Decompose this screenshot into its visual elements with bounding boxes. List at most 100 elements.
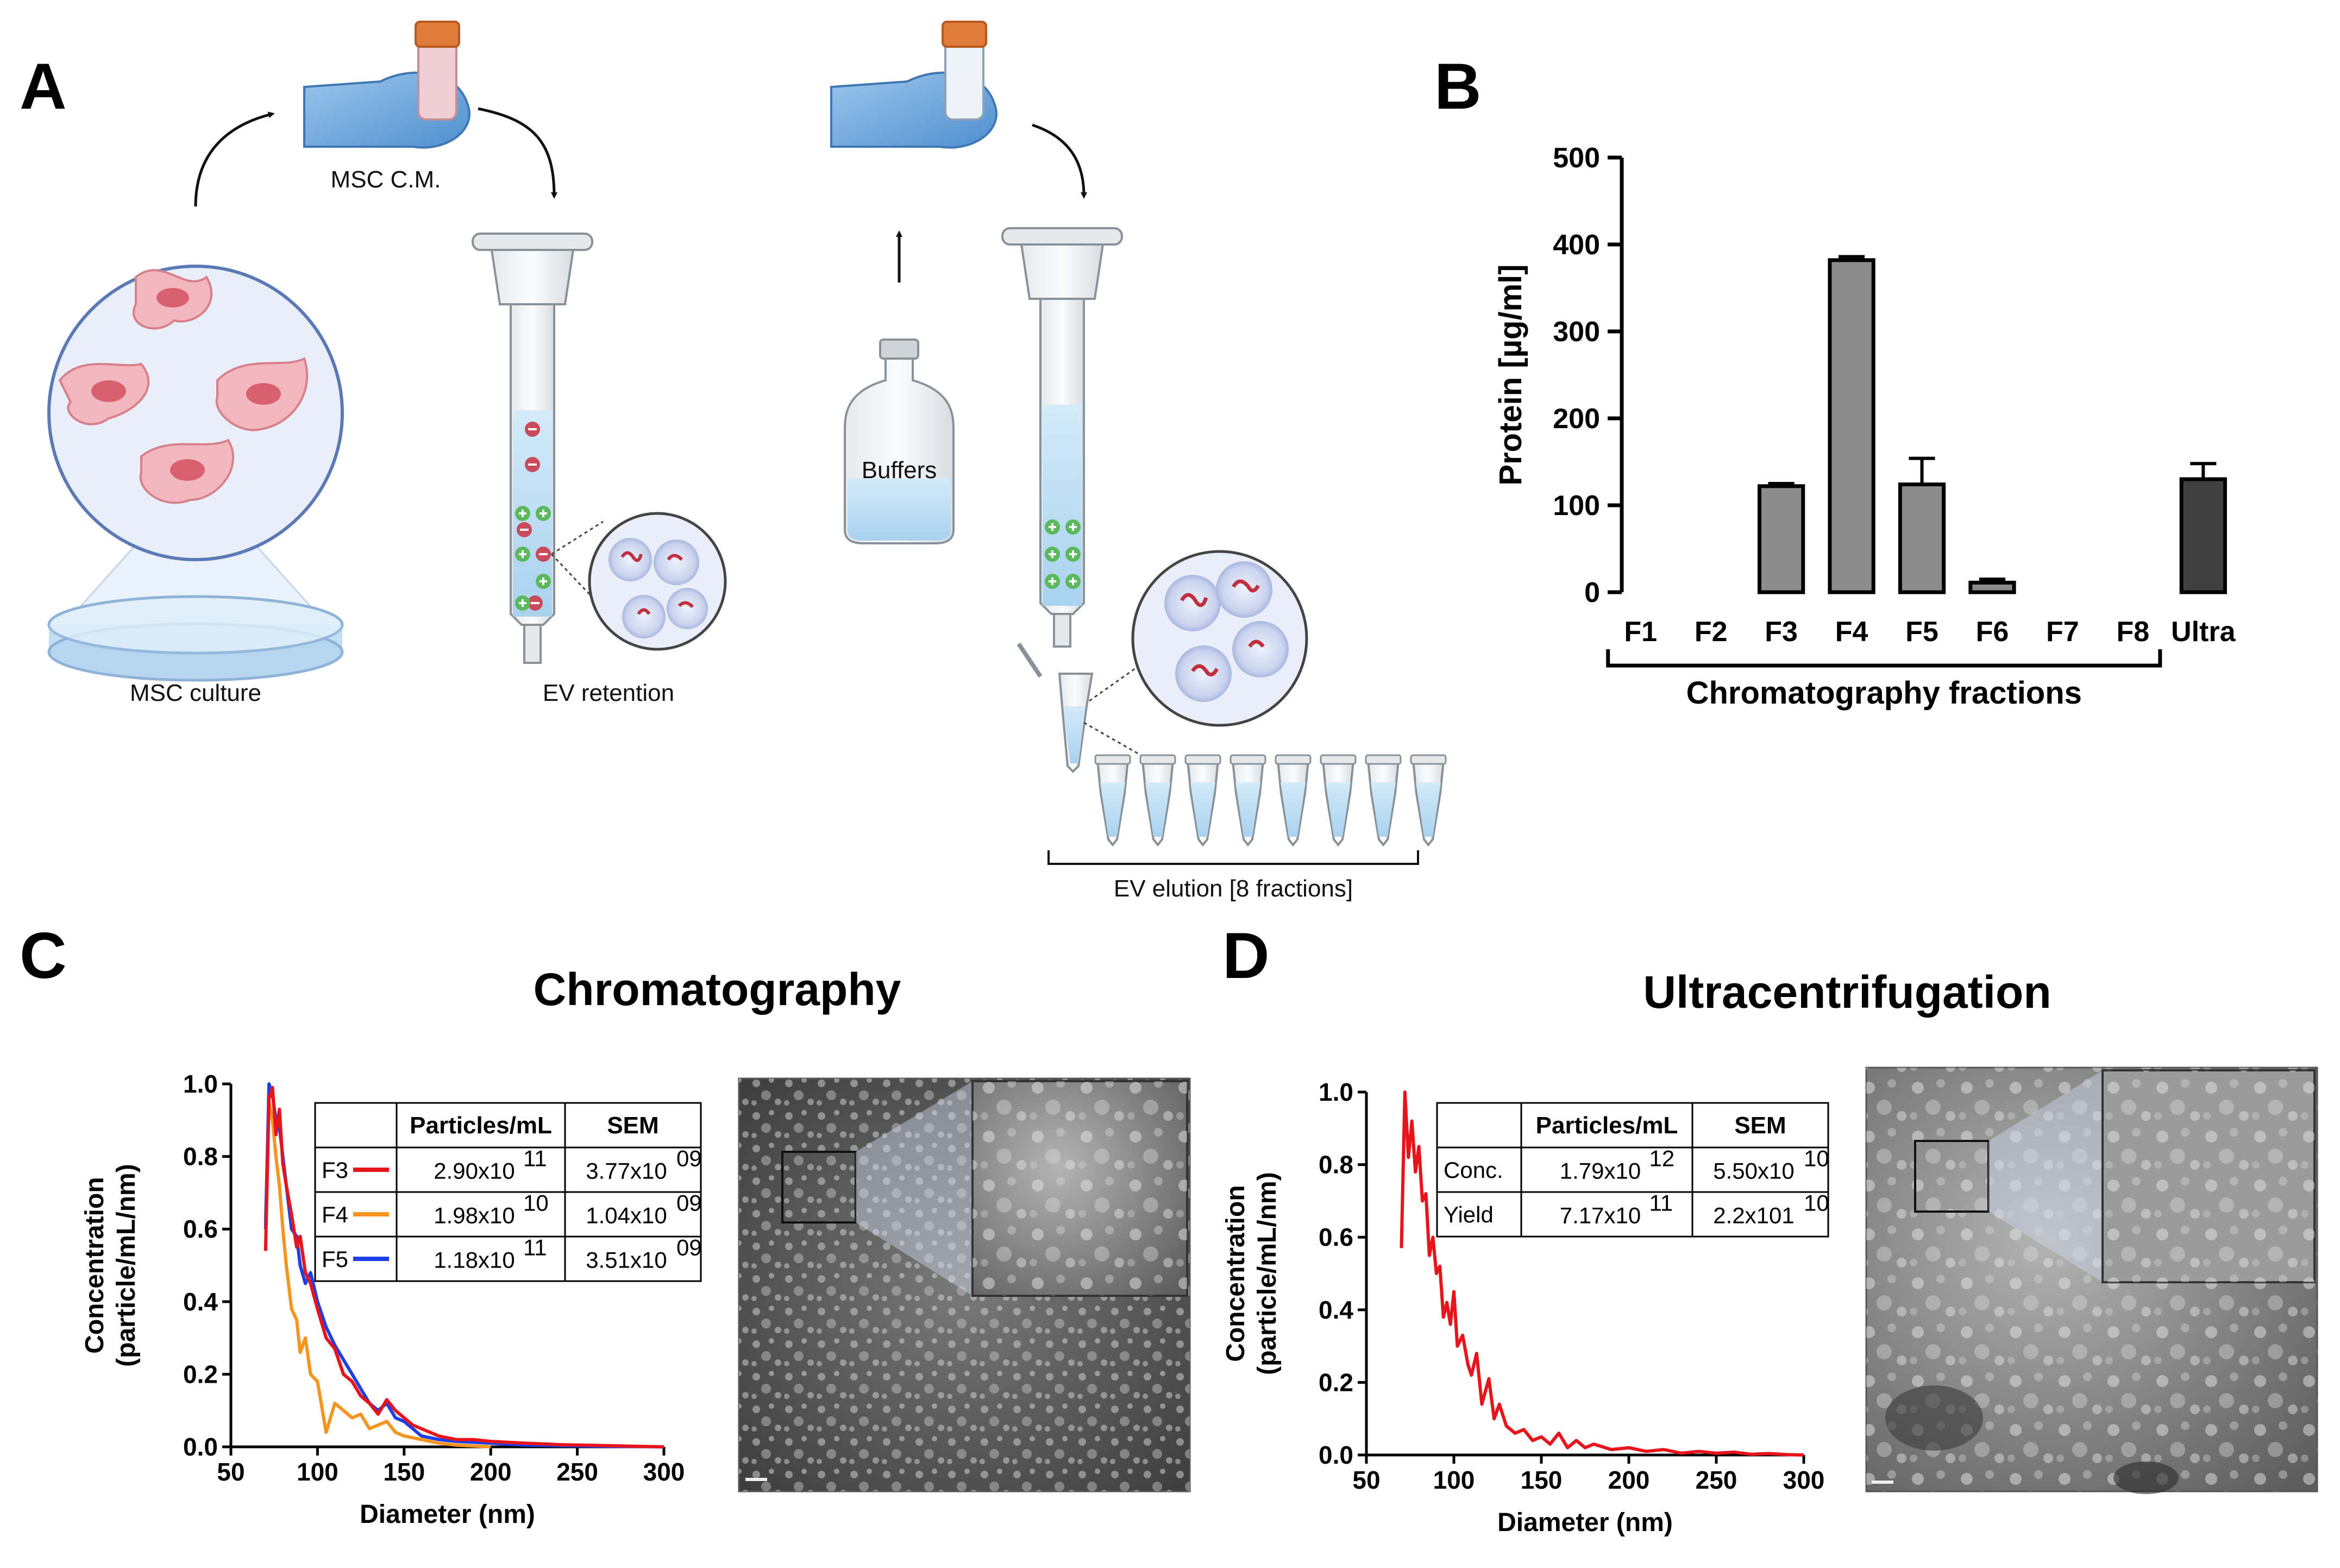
panel-c: C Chromatography 0.00.20.40.60.81.050 100… <box>20 919 1191 1529</box>
x-tick-label: 100 <box>297 1458 338 1486</box>
fraction-tube <box>1094 754 1131 847</box>
x-tick-label: 300 <box>1783 1466 1825 1494</box>
table-cell-particles: 1.98x10 <box>434 1202 515 1228</box>
x-tick-label: 250 <box>556 1458 598 1486</box>
ev-retention-label: EV retention <box>543 680 674 706</box>
x-tick-label: F7 <box>2046 616 2079 648</box>
table-cell-exponent: 09 <box>676 1190 702 1215</box>
ev-elution-label: EV elution [8 fractions] <box>1114 875 1353 902</box>
x-tick-label: 50 <box>217 1458 244 1486</box>
fraction-tube <box>1320 754 1357 847</box>
x-tick-label: F4 <box>1835 616 1868 648</box>
chromatography-particle-table: Particles/mL SEM F3 2.90x10 11 3.77x10 09 F4 1.9… <box>314 1102 702 1282</box>
fraction-tube <box>1365 754 1402 847</box>
panel-a: A MSC culture <box>20 21 1447 902</box>
y-tick-label: 0.2 <box>183 1360 218 1388</box>
table-cell-particles: 7.17x10 <box>1560 1202 1641 1228</box>
panel-label-d: D <box>1222 919 1270 992</box>
arrow <box>194 111 275 207</box>
x-tick-label: F1 <box>1624 616 1657 648</box>
x-tick-label: F3 <box>1765 616 1798 648</box>
y-tick-label: 1.0 <box>183 1070 218 1098</box>
panel-d: D Ultracentrifugation 0.0 0.2 0.4 0.6 0.8 1.0… <box>1221 919 2318 1537</box>
msc-cm-label: MSC C.M. <box>331 166 441 193</box>
table-header: SEM <box>607 1112 658 1139</box>
x-tick-label: F2 <box>1695 616 1728 648</box>
zoom-region-box <box>781 1151 857 1224</box>
y-tick-label: 100 <box>1553 490 1600 522</box>
gloved-hand-with-tube <box>830 21 998 149</box>
ultracentrifugation-size-distribution-chart: 0.0 0.2 0.4 0.6 0.8 1.0 50 100 150 200 250 300 Diame… <box>1221 1078 1824 1537</box>
table-cell-exponent: 09 <box>676 1145 702 1171</box>
table-row-label: Conc. <box>1444 1157 1503 1183</box>
bar-f6 <box>1968 580 2016 594</box>
msc-cell <box>215 357 309 431</box>
panel-label-b: B <box>1434 50 1482 123</box>
panel-b: B 0 100 200 300 400 500 Protein [µg/ml] F1 F2 F3 F… <box>1434 50 2236 711</box>
table-cell-particles: 1.18x10 <box>434 1247 515 1272</box>
bar-f4 <box>1828 258 1875 594</box>
table-row-label: F3 <box>322 1157 348 1183</box>
x-tick-label: 150 <box>1521 1466 1563 1494</box>
table-row-label: Yield <box>1444 1202 1494 1227</box>
table-cell-exponent: 10 <box>523 1190 549 1215</box>
table-row-label: F4 <box>322 1202 348 1227</box>
x-tick-label: 200 <box>1608 1466 1650 1494</box>
msc-culture-label: MSC culture <box>130 680 261 706</box>
buffer-bottle: Buffers <box>844 230 955 544</box>
ultracentrifugation-particle-table: Particles/mL SEM Conc. 1.79x10 12 5.50x10 10 Yi… <box>1436 1102 1829 1238</box>
tem-micrograph-ultracentrifugation <box>1865 1067 2318 1494</box>
table-cell-exponent: 11 <box>523 1145 547 1171</box>
y-axis-label: Concentration <box>1221 1185 1250 1362</box>
fraction-tube-row <box>1094 754 1447 847</box>
positive-charge-bead <box>515 506 551 611</box>
table-cell-exponent: 09 <box>676 1234 702 1260</box>
msc-cell <box>58 362 150 425</box>
x-axis-label: Chromatography fractions <box>1686 675 2082 711</box>
arrow <box>478 107 557 199</box>
series-line-f4 <box>264 1100 491 1448</box>
fraction-bracket <box>1606 649 2162 668</box>
y-tick-label: 0.6 <box>1319 1223 1353 1251</box>
table-frame <box>1436 1102 1829 1238</box>
table-cell-exponent: 11 <box>1649 1190 1673 1215</box>
chart-title-chromatography: Chromatography <box>534 964 901 1015</box>
x-tick-label: 200 <box>470 1458 512 1486</box>
table-cell-sem: 5.50x10 <box>1713 1158 1794 1183</box>
y-tick-label: 0.2 <box>1319 1368 1353 1396</box>
protein-bar-chart: 0 100 200 300 400 500 Protein [µg/ml] F1 F2 F3 F4 F… <box>1493 142 2236 711</box>
table-cell-sem: 3.77x10 <box>586 1158 667 1183</box>
y-tick-label: 400 <box>1553 229 1600 261</box>
table-cell-particles: 1.79x10 <box>1560 1158 1641 1183</box>
x-tick-label: 250 <box>1696 1466 1737 1494</box>
tem-micrograph-chromatography <box>738 1077 1191 1492</box>
bar-ultra <box>2179 477 2227 594</box>
series-line <box>1400 1090 1804 1457</box>
y-tick-label: 0.0 <box>1319 1441 1353 1469</box>
buffers-label: Buffers <box>862 457 937 484</box>
table-header: Particles/mL <box>1536 1112 1678 1139</box>
table-cell-sem: 3.51x10 <box>586 1247 667 1272</box>
table-cell-exponent: 10 <box>1804 1145 1829 1171</box>
y-tick-label: 200 <box>1553 403 1600 435</box>
y-axis-label: Protein [µg/ml] <box>1493 264 1528 485</box>
x-tick-label: F8 <box>2116 616 2149 648</box>
x-axis-label: Diameter (nm) <box>1497 1508 1673 1537</box>
y-tick-label: 300 <box>1553 316 1600 348</box>
y-axis-label: (particle/mL/nm) <box>1253 1172 1282 1375</box>
fraction-tube <box>1184 754 1221 847</box>
fraction-tube <box>1410 754 1447 847</box>
chromatography-size-distribution-chart: 0.0 0.2 0.4 0.6 0.8 1.0 50 100 150 200 250 300 Diame… <box>80 1070 685 1529</box>
gloved-hand-with-tube: MSC C.M. <box>303 21 470 193</box>
x-tick-label: 100 <box>1433 1466 1475 1494</box>
bar-f5 <box>1898 482 1946 594</box>
table-cell-sem: 2.2x101 <box>1713 1202 1794 1228</box>
x-axis-label: Diameter (nm) <box>360 1500 535 1529</box>
y-tick-label: 1.0 <box>1319 1078 1353 1106</box>
y-tick-label: 0.8 <box>1319 1151 1353 1179</box>
y-tick-label: 0.6 <box>183 1215 218 1243</box>
x-tick-label: 150 <box>383 1458 425 1486</box>
ev-elution-column: EV elution [8 fractions] <box>1001 227 1447 902</box>
fraction-tube <box>1275 754 1312 847</box>
